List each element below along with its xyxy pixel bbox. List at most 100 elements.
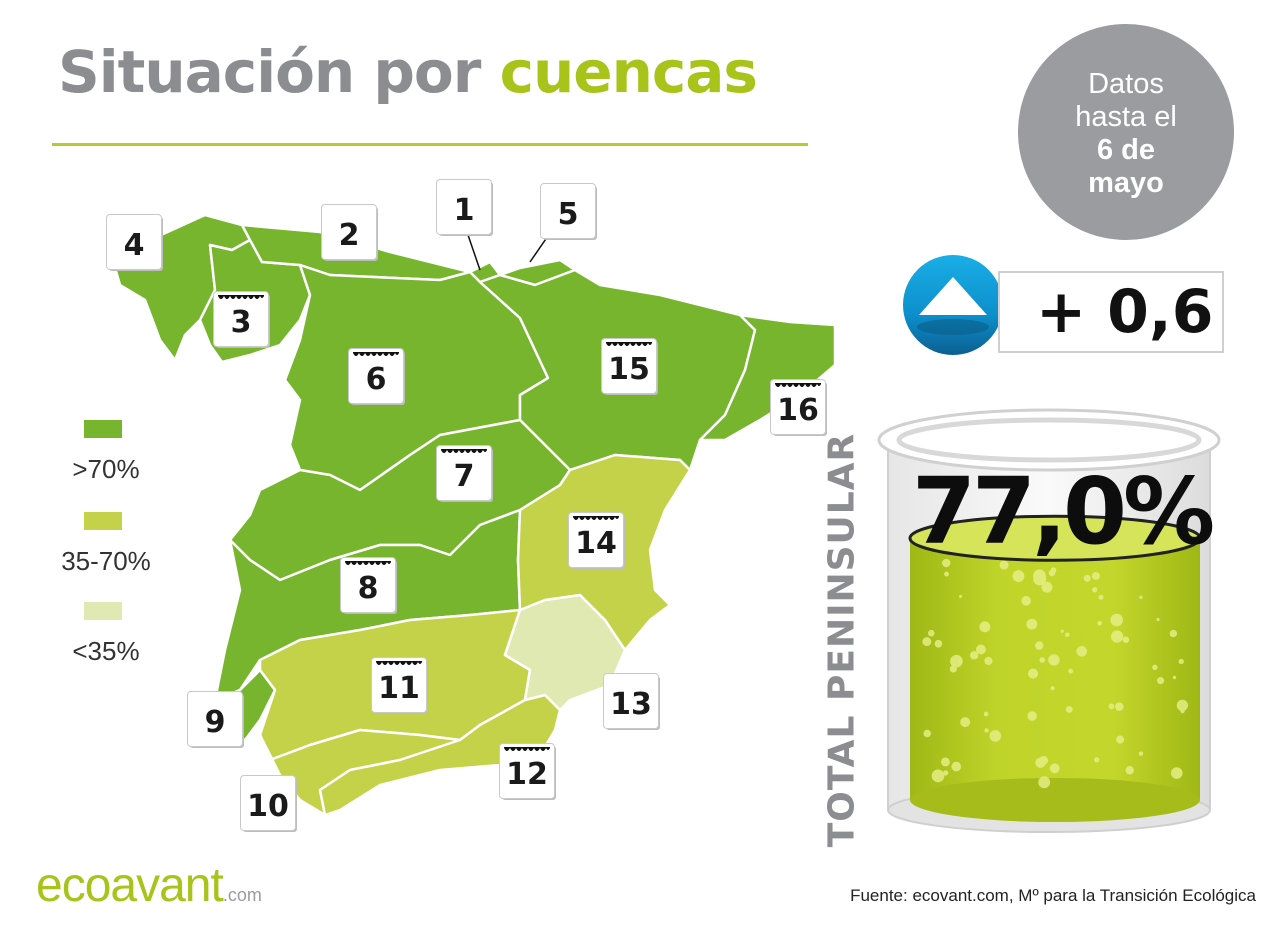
bubble-decoration	[1116, 735, 1125, 744]
bubble-decoration	[950, 654, 963, 668]
date-badge-line3: 6 de	[1096, 134, 1156, 166]
basin-label-3: 3	[214, 292, 268, 346]
water-wave-icon	[775, 383, 821, 387]
legend-swatch-medium	[84, 512, 122, 530]
bubble-decoration	[1060, 629, 1064, 633]
bubble-decoration	[1064, 632, 1070, 638]
bubble-decoration	[927, 629, 935, 637]
title-part-green: cuencas	[499, 38, 758, 106]
legend-label-medium: 35-70%	[61, 546, 151, 576]
bubble-decoration	[1050, 686, 1055, 691]
bubble-decoration	[942, 558, 951, 568]
date-badge-line1: Datos	[1088, 68, 1164, 100]
title-divider	[52, 143, 808, 146]
date-badge-line2: hasta el	[1075, 101, 1177, 133]
date-badge: Datos hasta el 6 de mayo	[1018, 24, 1234, 240]
total-value: 77,0%	[912, 458, 1215, 565]
basin-label-16: 16	[771, 380, 825, 434]
bubble-decoration	[1021, 596, 1031, 606]
bubble-decoration	[943, 770, 949, 776]
bubble-decoration	[984, 656, 993, 665]
water-wave-icon	[504, 747, 550, 751]
bubble-decoration	[951, 761, 962, 772]
water-wave-icon	[441, 449, 487, 453]
bubble-decoration	[1026, 618, 1038, 630]
total-label: TOTAL PENINSULAR	[821, 432, 863, 848]
bubble-decoration	[1169, 629, 1178, 638]
bubble-decoration	[960, 717, 971, 728]
bubble-decoration	[1115, 702, 1124, 711]
bubble-decoration	[1065, 705, 1073, 713]
bubble-decoration	[1156, 617, 1160, 622]
source-note: Fuente: ecovant.com, Mº para la Transici…	[850, 886, 1256, 905]
bubble-decoration	[983, 711, 989, 717]
bubble-decoration	[1039, 657, 1046, 663]
bubble-decoration	[1048, 654, 1060, 666]
bubble-decoration	[1027, 711, 1037, 721]
bubble-decoration	[989, 730, 1002, 742]
bubble-decoration	[940, 757, 950, 767]
date-badge-line4: mayo	[1088, 167, 1164, 199]
legend-label-high: >70%	[72, 454, 140, 484]
bubble-decoration	[1152, 664, 1158, 670]
water-wave-icon	[606, 342, 652, 346]
bubble-decoration	[959, 594, 963, 598]
bubble-decoration	[934, 639, 943, 648]
ecoavant-logo: ecoavant.com	[36, 859, 262, 912]
bubble-decoration	[1048, 569, 1056, 577]
water-wave-icon	[353, 352, 399, 356]
basin-label-2: 2	[322, 205, 376, 259]
bubble-decoration	[1028, 668, 1039, 679]
basin-label-8: 8	[341, 558, 395, 612]
basin-label-9: 9	[188, 692, 242, 746]
bubble-decoration	[1172, 675, 1177, 680]
basin-region-16	[698, 313, 837, 442]
basin-label-12: 12	[500, 744, 554, 798]
basin-label-7: 7	[437, 446, 491, 500]
bubble-decoration	[976, 644, 986, 655]
bubble-decoration	[1110, 630, 1124, 643]
legend-swatch-high	[84, 420, 122, 438]
bubble-decoration	[984, 728, 989, 733]
bubble-decoration	[969, 651, 979, 660]
leader-line-1	[466, 231, 481, 271]
up-arrow-icon	[903, 255, 1003, 355]
basin-label-6: 6	[349, 349, 403, 403]
bubble-decoration	[944, 571, 949, 577]
bubble-decoration	[1094, 757, 1100, 763]
bubble-decoration	[1012, 570, 1025, 582]
basin-label-1: 1	[437, 180, 491, 234]
basin-label-15: 15	[602, 339, 656, 393]
bubble-decoration	[1125, 766, 1134, 775]
bubble-decoration	[1035, 757, 1046, 768]
bubble-decoration	[931, 769, 945, 783]
bubble-decoration	[1049, 763, 1060, 774]
bubble-decoration	[1170, 767, 1183, 779]
water-wave-icon	[573, 516, 619, 520]
bubble-decoration	[949, 665, 957, 673]
water-wave-icon	[376, 661, 422, 665]
bubble-decoration	[1122, 636, 1130, 643]
bubble-decoration	[1098, 594, 1104, 600]
bubble-decoration	[1091, 571, 1100, 580]
reservoir-jar-icon	[877, 408, 1221, 833]
basin-label-11: 11	[372, 658, 426, 712]
bubble-decoration	[1076, 646, 1088, 657]
water-wave-icon	[345, 561, 391, 565]
basin-label-4: 4	[107, 215, 161, 269]
page-title: Situación por cuencas	[58, 38, 758, 106]
bubble-decoration	[1139, 595, 1143, 599]
bubble-decoration	[1178, 658, 1184, 665]
basin-label-13: 13	[604, 674, 658, 728]
bubble-decoration	[999, 560, 1009, 570]
bubble-decoration	[923, 729, 931, 738]
bubble-decoration	[1108, 703, 1115, 710]
bubble-decoration	[1138, 751, 1144, 756]
title-part-grey: Situación por	[58, 38, 481, 106]
trend-value: + 0,6	[998, 271, 1224, 353]
bubble-decoration	[979, 621, 991, 633]
bubble-decoration	[1110, 613, 1123, 627]
basin-label-14: 14	[569, 513, 623, 567]
bubble-decoration	[1176, 699, 1189, 712]
basin-label-5: 5	[541, 184, 595, 238]
